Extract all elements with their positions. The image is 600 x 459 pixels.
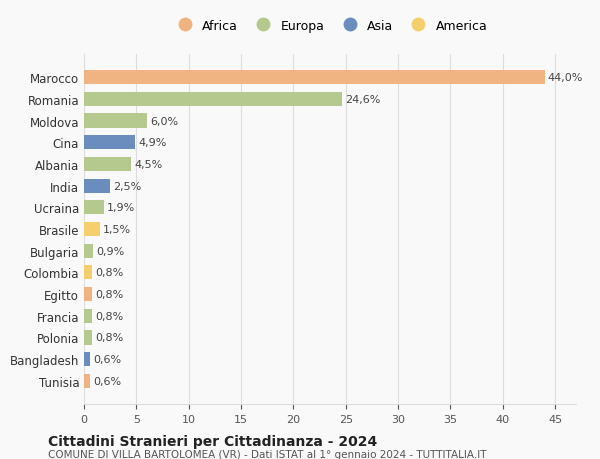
- Legend: Africa, Europa, Asia, America: Africa, Europa, Asia, America: [169, 16, 491, 36]
- Bar: [84, 353, 90, 366]
- Bar: [84, 136, 135, 150]
- Text: 2,5%: 2,5%: [113, 181, 142, 191]
- Text: 4,5%: 4,5%: [134, 160, 163, 169]
- Bar: [84, 287, 92, 302]
- Text: 6,0%: 6,0%: [150, 116, 178, 126]
- Bar: [84, 71, 545, 85]
- Bar: [84, 157, 131, 172]
- Bar: [84, 179, 110, 193]
- Text: 44,0%: 44,0%: [548, 73, 583, 83]
- Text: 0,8%: 0,8%: [95, 333, 124, 343]
- Text: 0,8%: 0,8%: [95, 268, 124, 278]
- Text: 24,6%: 24,6%: [344, 95, 380, 105]
- Bar: [84, 223, 100, 236]
- Text: 1,9%: 1,9%: [107, 203, 135, 213]
- Text: COMUNE DI VILLA BARTOLOMEA (VR) - Dati ISTAT al 1° gennaio 2024 - TUTTITALIA.IT: COMUNE DI VILLA BARTOLOMEA (VR) - Dati I…: [48, 449, 487, 459]
- Text: Cittadini Stranieri per Cittadinanza - 2024: Cittadini Stranieri per Cittadinanza - 2…: [48, 434, 377, 448]
- Text: 0,8%: 0,8%: [95, 311, 124, 321]
- Bar: [84, 201, 104, 215]
- Bar: [84, 374, 90, 388]
- Text: 0,9%: 0,9%: [97, 246, 125, 256]
- Text: 1,5%: 1,5%: [103, 224, 131, 235]
- Bar: [84, 330, 92, 345]
- Text: 0,8%: 0,8%: [95, 290, 124, 299]
- Bar: [84, 244, 94, 258]
- Text: 0,6%: 0,6%: [94, 354, 122, 364]
- Bar: [84, 114, 147, 129]
- Bar: [84, 309, 92, 323]
- Text: 0,6%: 0,6%: [94, 376, 122, 386]
- Bar: [84, 266, 92, 280]
- Text: 4,9%: 4,9%: [139, 138, 167, 148]
- Bar: [84, 93, 341, 106]
